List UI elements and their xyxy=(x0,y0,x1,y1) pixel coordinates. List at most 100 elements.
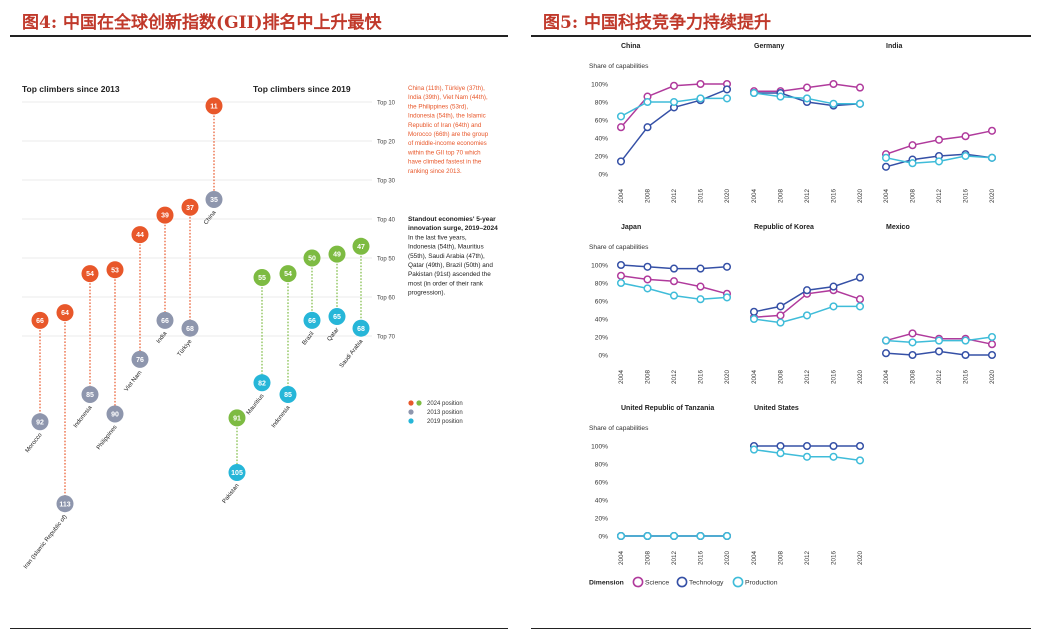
y-tick-label: 0% xyxy=(598,352,608,359)
orange-note-line: Indonesia (54th), the Islamic xyxy=(408,113,486,120)
orange-note-line: India (39th), Viet Nam (44th), xyxy=(408,94,488,101)
figure-5-title: 图5: 中国科技竞争力持续提升 xyxy=(543,13,772,33)
x-tick-label: 2008 xyxy=(910,189,917,204)
legend-2019-swatch xyxy=(408,418,414,424)
data-point-technology xyxy=(802,441,812,451)
rank-2013-marker xyxy=(181,319,199,337)
rank-2013-marker xyxy=(31,413,49,431)
data-point-production xyxy=(643,284,652,293)
rank-2019-marker xyxy=(253,374,271,392)
panel-title: Mexico xyxy=(886,224,910,231)
data-point-production xyxy=(722,293,732,302)
capabilities-figure: 图5: 中国科技竞争力持续提升 China Share of capabiliti… xyxy=(519,0,1038,635)
data-point-production xyxy=(961,151,970,161)
data-point-production xyxy=(643,531,652,541)
y-tick-label: 20% xyxy=(595,334,608,341)
data-point-production xyxy=(749,88,759,98)
top-rule xyxy=(10,35,508,37)
rank-2013-rank-label: 90 xyxy=(111,412,119,419)
y-tick-label: 100% xyxy=(591,81,608,88)
x-tick-label: 2004 xyxy=(751,370,758,385)
legend-2024-green-swatch xyxy=(416,400,422,406)
y-tick-label: 80% xyxy=(595,99,608,106)
rank-2024-marker xyxy=(205,97,223,115)
x-tick-label: 2020 xyxy=(989,189,996,204)
x-tick-label: 2016 xyxy=(698,370,705,385)
y-tick-label: 20% xyxy=(595,153,608,160)
y-tick-label: 80% xyxy=(595,280,608,287)
panel-title: China xyxy=(621,43,641,50)
rank-2013-rank-label: 113 xyxy=(59,501,70,508)
x-tick-label: 2012 xyxy=(804,189,811,204)
data-point-production xyxy=(749,314,759,324)
rank-2024-label: 54 xyxy=(86,271,94,278)
data-point-science xyxy=(696,282,705,291)
data-point-technology xyxy=(802,286,812,295)
y-tick-label: 40% xyxy=(595,497,608,504)
rank-2024-marker xyxy=(279,265,297,283)
economy-label: India xyxy=(156,330,169,344)
data-point-production xyxy=(855,302,865,311)
data-point-science xyxy=(776,311,785,320)
panel-title: Japan xyxy=(621,224,641,231)
x-tick-label: 2012 xyxy=(671,551,678,566)
x-tick-label: 2004 xyxy=(618,189,625,204)
rank-2024-marker xyxy=(156,206,174,224)
data-point-production xyxy=(749,445,759,454)
orange-note-line: Republic of Iran (64th) and xyxy=(408,122,482,129)
rank-2013-rank-label: 66 xyxy=(161,318,169,325)
rank-2013-rank-label: 76 xyxy=(136,357,144,364)
economy-label: Iran (Islamic Republic of) xyxy=(23,514,69,570)
data-point-production xyxy=(722,531,732,541)
x-tick-label: 2020 xyxy=(857,551,864,566)
data-point-science xyxy=(961,132,970,141)
data-point-production xyxy=(696,295,705,304)
rank-2024-marker xyxy=(106,261,124,279)
rank-2024-label: 54 xyxy=(284,271,292,278)
y-axis-title: Share of capabilities xyxy=(589,63,649,70)
rank-2019-rank-label: 65 xyxy=(333,314,341,321)
rank-2013-marker xyxy=(131,350,149,368)
data-point-technology xyxy=(643,262,652,271)
data-point-production xyxy=(829,99,838,108)
y-axis-title: Share of capabilities xyxy=(589,244,649,251)
economy-label: Philippines xyxy=(96,425,119,452)
rank-2024-marker xyxy=(131,226,149,244)
data-point-technology xyxy=(829,441,838,451)
data-point-production xyxy=(908,159,917,168)
economy-label: Saudi Arabia xyxy=(339,338,365,369)
rank-2024-label: 50 xyxy=(308,256,316,263)
data-point-production xyxy=(855,456,865,465)
data-point-technology xyxy=(855,273,865,282)
data-point-production xyxy=(722,94,732,103)
rank-2019-rank-label: 68 xyxy=(357,326,365,333)
rank-2024-marker xyxy=(56,304,74,322)
rank-2013-marker xyxy=(205,191,223,208)
x-tick-label: 2004 xyxy=(751,551,758,566)
tier-label: Top 20 xyxy=(377,140,396,146)
data-point-technology xyxy=(829,282,838,291)
data-point-science xyxy=(829,79,838,89)
y-tick-label: 60% xyxy=(595,479,608,486)
legend-production-label: Production xyxy=(745,580,778,587)
legend-science-swatch xyxy=(632,576,644,588)
rank-2013-marker xyxy=(156,311,174,329)
rank-2024-marker xyxy=(228,409,246,427)
data-point-technology xyxy=(881,162,891,171)
data-point-production xyxy=(776,318,785,327)
panel-title: Germany xyxy=(754,43,784,50)
data-point-science xyxy=(643,275,652,284)
x-tick-label: 2016 xyxy=(963,189,970,204)
rank-2019-marker xyxy=(228,464,246,481)
y-tick-label: 40% xyxy=(595,316,608,323)
data-point-production xyxy=(934,336,944,345)
y-tick-label: 80% xyxy=(595,461,608,468)
rank-2024-label: 44 xyxy=(136,232,144,239)
rank-2024-label: 37 xyxy=(186,205,194,212)
bottom-rule xyxy=(10,628,508,629)
rank-2024-marker xyxy=(181,198,199,216)
data-point-science xyxy=(855,295,865,304)
capabilities-small-multiples: China Share of capabilities 100% 80% 60% 40% 2… xyxy=(589,43,997,588)
x-tick-label: 2008 xyxy=(645,551,652,566)
data-point-production xyxy=(934,157,944,166)
